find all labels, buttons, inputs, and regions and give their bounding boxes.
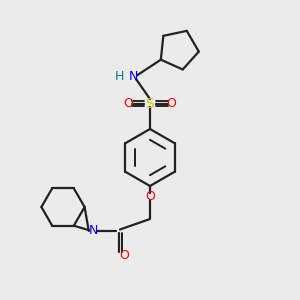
Text: O: O (124, 97, 133, 110)
Text: H: H (115, 70, 124, 83)
Text: N: N (129, 70, 138, 83)
Text: O: O (167, 97, 176, 110)
Text: S: S (146, 97, 154, 110)
Text: N: N (88, 224, 98, 238)
Text: O: O (145, 190, 155, 203)
Text: O: O (120, 249, 129, 262)
